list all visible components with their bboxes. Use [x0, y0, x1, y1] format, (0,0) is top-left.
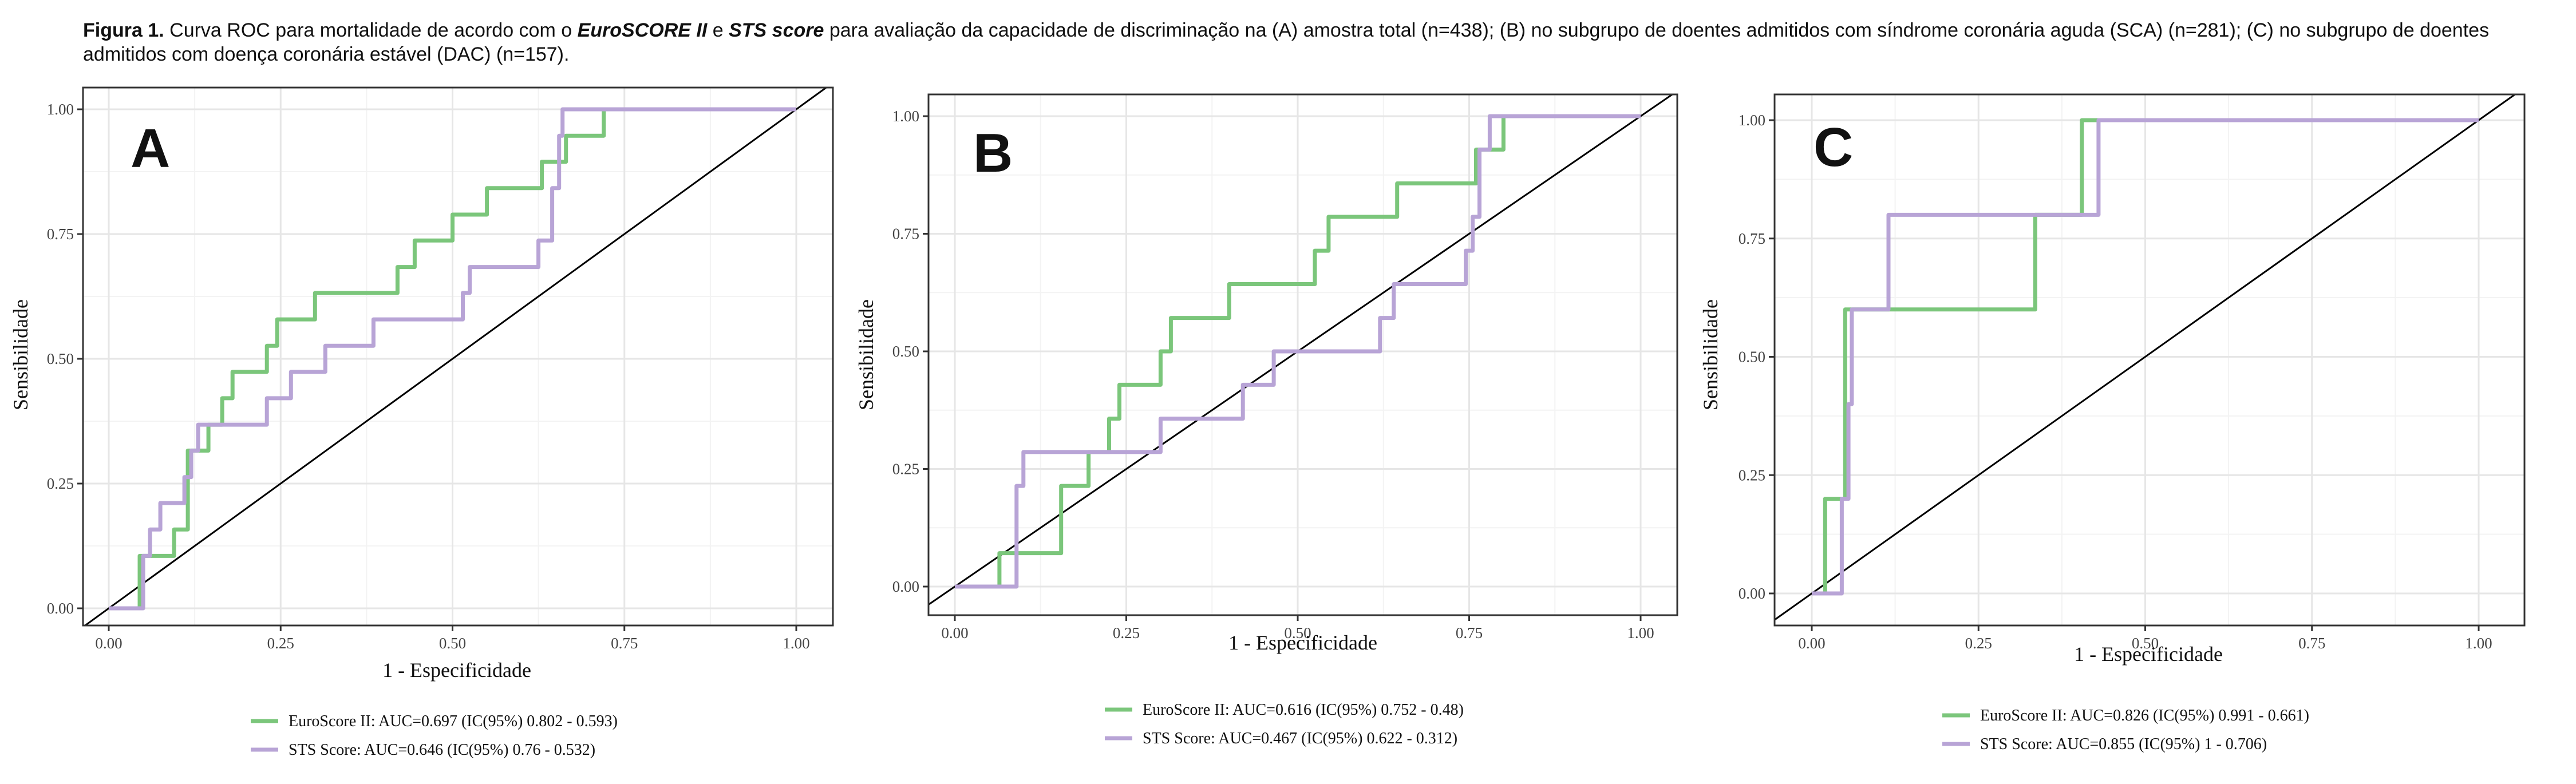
x-tick-label: 0.25	[267, 635, 294, 652]
y-axis-title: Sensibilidade	[9, 299, 32, 410]
roc-line-sts	[1812, 118, 2479, 596]
y-axis-title: Sensibilidade	[1699, 299, 1722, 410]
legend-a: EuroScore II: AUC=0.697 (IC(95%) 0.802 -…	[251, 712, 618, 759]
x-axis-title: 1 - Especificidade	[1228, 631, 1377, 654]
roc-line-sts	[955, 114, 1641, 589]
plot-border	[82, 86, 834, 627]
legend-c: EuroScore II: AUC=0.826 (IC(95%) 0.991 -…	[1942, 707, 2309, 753]
y-tick-label: 0.75	[1739, 230, 1765, 247]
y-tick-label: 0.25	[47, 475, 74, 492]
legend-b: EuroScore II: AUC=0.616 (IC(95%) 0.752 -…	[1105, 701, 1464, 747]
x-tick-label: 0.75	[611, 635, 638, 652]
plot-border	[927, 93, 1678, 616]
y-tick-label: 0.25	[892, 461, 919, 478]
x-tick-label: 0.75	[1456, 624, 1483, 642]
x-tick-label: 0.25	[1965, 635, 1992, 652]
roc-line-euro	[1823, 118, 2479, 593]
reference-diagonal-line	[1775, 94, 2516, 621]
y-tick-label: 0.75	[47, 225, 74, 243]
caption-text-1: Curva ROC para mortalidade de acordo com…	[164, 19, 578, 41]
y-tick-label: 0.75	[892, 225, 919, 243]
roc-panel-a: 0.00 0.25 0.50 0.75 1.00 0.00 0.25 0.50 0.75 1.00…	[9, 86, 834, 759]
x-tick-label: 0.00	[95, 635, 122, 652]
figure-caption: Figura 1. Curva ROC para mortalidade de …	[83, 18, 2545, 66]
plot-border	[1773, 93, 2526, 627]
x-tick-label: 0.75	[2298, 635, 2325, 652]
x-tick-label: 1.00	[2465, 635, 2492, 652]
y-tick-label: 0.50	[1739, 349, 1765, 366]
x-axis-title: 1 - Especificidade	[382, 659, 531, 682]
x-tick-label: 0.00	[941, 624, 968, 642]
x-tick-label: 0.50	[439, 635, 466, 652]
plot-background	[1775, 94, 2524, 625]
caption-text-2: e	[707, 19, 729, 41]
x-axis-title: 1 - Especificidade	[2074, 643, 2223, 666]
roc-panel-c: 0.00 0.25 0.50 0.75 1.00 0.00 0.25 0.50 0.75 1.00…	[1699, 93, 2526, 753]
panel-letter-c: C	[1814, 117, 1853, 178]
panel-letter-a: A	[131, 118, 170, 179]
roc-panel-b: 0.00 0.25 0.50 0.75 1.00 0.00 0.25 0.50 0.75 1.00…	[855, 93, 1678, 747]
y-tick-label: 1.00	[1739, 112, 1765, 129]
caption-text-3: para avaliação da capacidade de discrimi…	[83, 19, 2490, 65]
legend-label-sts: STS Score: AUC=0.646 (IC(95%) 0.76 - 0.5…	[289, 741, 595, 759]
roc-line-euro	[109, 107, 796, 611]
roc-line-sts	[109, 107, 796, 611]
legend-label-euro: EuroScore II: AUC=0.826 (IC(95%) 0.991 -…	[1980, 707, 2309, 724]
legend-label-euro: EuroScore II: AUC=0.616 (IC(95%) 0.752 -…	[1143, 701, 1464, 719]
caption-label: Figura 1.	[83, 19, 164, 41]
y-tick-label: 0.50	[47, 350, 74, 367]
roc-line-euro	[955, 114, 1641, 589]
x-tick-label: 0.50	[2132, 635, 2159, 652]
x-tick-label: 1.00	[1627, 624, 1654, 642]
y-axis-title: Sensibilidade	[855, 299, 878, 410]
reference-diagonal-line	[84, 88, 828, 625]
x-tick-label: 0.00	[1798, 635, 1825, 652]
y-tick-label: 0.00	[892, 578, 919, 595]
legend-label-sts: STS Score: AUC=0.855 (IC(95%) 1 - 0.706)	[1980, 735, 2267, 753]
caption-sts: STS score	[729, 19, 824, 41]
y-tick-label: 0.00	[1739, 585, 1765, 602]
y-tick-label: 1.00	[47, 101, 74, 118]
y-tick-label: 0.00	[47, 600, 74, 617]
caption-euroscore: EuroSCORE II	[577, 19, 708, 41]
legend-label-euro: EuroScore II: AUC=0.697 (IC(95%) 0.802 -…	[289, 712, 618, 730]
x-tick-label: 0.50	[1284, 624, 1311, 642]
x-tick-label: 1.00	[783, 635, 809, 652]
y-tick-label: 0.25	[1739, 466, 1765, 484]
y-tick-label: 0.50	[892, 343, 919, 360]
plot-background	[929, 94, 1677, 615]
legend-label-sts: STS Score: AUC=0.467 (IC(95%) 0.622 - 0.…	[1143, 730, 1457, 747]
panel-letter-b: B	[973, 122, 1013, 184]
x-tick-label: 0.25	[1113, 624, 1140, 642]
y-tick-label: 1.00	[892, 108, 919, 125]
